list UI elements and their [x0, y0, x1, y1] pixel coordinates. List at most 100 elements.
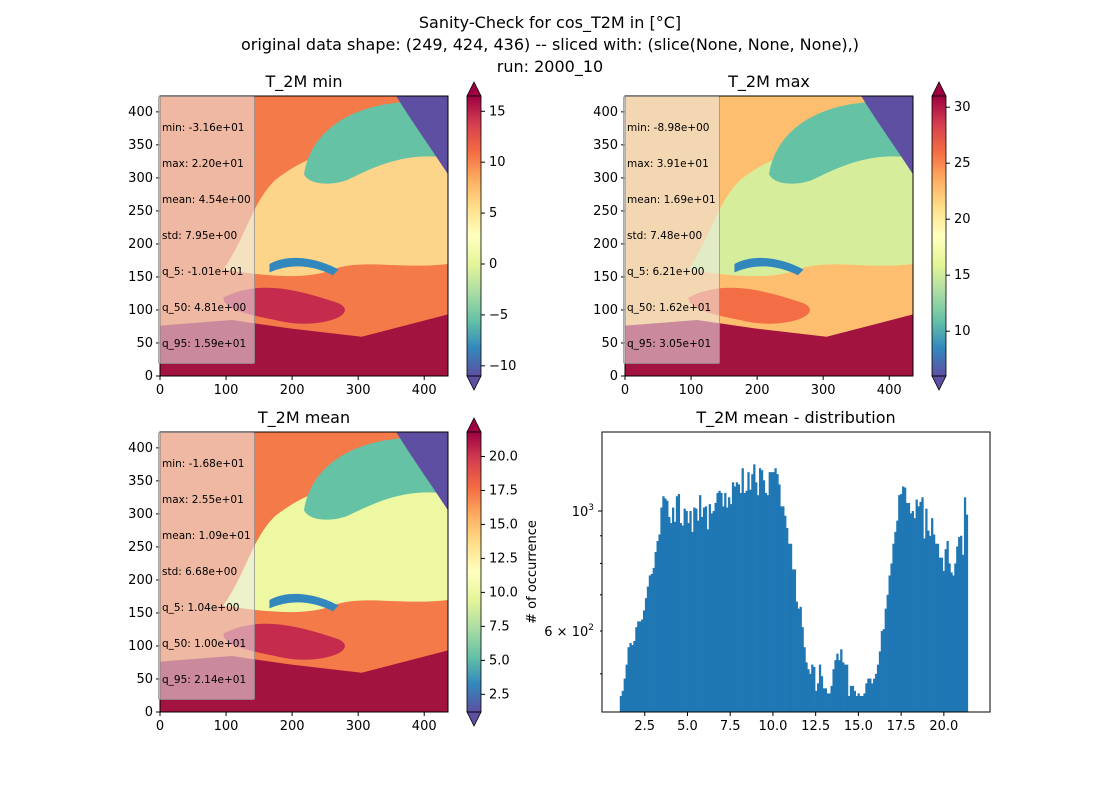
- histogram-bar: [828, 693, 831, 712]
- histogram-bar: [758, 468, 762, 712]
- histogram-bar: [919, 501, 922, 712]
- histogram-bar: [786, 528, 789, 712]
- histogram-bar: [716, 492, 719, 712]
- y-tick-label: 150: [593, 270, 618, 285]
- histogram-bar: [965, 514, 969, 712]
- histogram-bar: [619, 695, 623, 712]
- colorbar-gradient: [467, 432, 481, 712]
- histogram-bar: [646, 586, 650, 712]
- colorbar-min: −10 −5 0 5 10 15: [466, 81, 516, 391]
- x-tick-label: 100: [214, 383, 239, 398]
- histogram-bar: [963, 497, 967, 712]
- y-tick-label: 300: [593, 171, 618, 186]
- stats-box-min: min: -3.16e+01 max: 2.20e+01 mean: 4.54e…: [158, 96, 255, 364]
- x-tick-label: 200: [745, 383, 770, 398]
- histogram-bar: [913, 518, 916, 712]
- x-tick-label: 0: [156, 719, 164, 734]
- colorbar-tick-label: 15.0: [489, 517, 518, 532]
- histogram-bar: [631, 645, 634, 712]
- histogram-bar: [942, 570, 945, 712]
- stat-q50: q_50: 1.00e+01: [162, 638, 247, 650]
- histogram-bar: [749, 489, 752, 712]
- histogram-bar: [836, 653, 839, 712]
- histogram-bar: [851, 685, 855, 712]
- y-tick-label: 100: [128, 303, 153, 318]
- colorbar-frame: [466, 95, 482, 377]
- stat-min: min: -1.68e+01: [162, 458, 245, 470]
- colorbar-gradient: [467, 96, 481, 376]
- histogram-bar: [849, 685, 853, 712]
- y-tick-label: 0: [145, 369, 153, 384]
- histogram-bar: [693, 507, 696, 712]
- x-tick-label: 0: [621, 383, 629, 398]
- colorbar-tick-label: 5.0: [489, 653, 510, 668]
- histogram-bar: [637, 621, 640, 712]
- y-tick-label: 250: [593, 204, 618, 219]
- histogram-bar: [815, 690, 818, 712]
- histogram-bar: [714, 502, 717, 712]
- histogram-bar: [668, 516, 671, 712]
- histogram-bar: [915, 499, 918, 712]
- x-tick-label: 100: [214, 719, 239, 734]
- colorbar-extend-bottom: [466, 711, 482, 727]
- histogram-bar: [741, 468, 744, 712]
- histogram-bar: [869, 678, 872, 712]
- histogram-bar: [729, 504, 733, 712]
- stat-max: max: 2.20e+01: [162, 158, 244, 170]
- histogram-bar: [704, 506, 708, 712]
- histogram-bar: [811, 664, 814, 712]
- histogram-bar: [898, 495, 901, 712]
- histogram-bar: [671, 507, 675, 712]
- stat-std: std: 7.95e+00: [162, 230, 238, 242]
- histogram-bar: [702, 507, 706, 712]
- histogram-bar: [780, 506, 783, 712]
- heatmap-region-alps: [269, 593, 339, 612]
- x-tick-label: 17.5: [887, 719, 916, 734]
- stat-mean: mean: 4.54e+00: [162, 194, 251, 206]
- figure-title-line-3: run: 2000_10: [496, 57, 604, 76]
- histogram-bar: [844, 664, 847, 712]
- histogram-bar: [623, 678, 626, 712]
- histogram-bar: [782, 506, 785, 712]
- colorbar-tick-label: −10: [489, 359, 516, 374]
- histogram-bar: [911, 511, 914, 712]
- heatmap-region-europe: [688, 150, 913, 277]
- histogram-bar: [768, 472, 771, 712]
- stat-min: min: -3.16e+01: [162, 122, 245, 134]
- histogram-bar: [689, 511, 692, 712]
- y-tick-label: 50: [601, 336, 618, 351]
- colorbar-tick-label: 5: [489, 206, 497, 221]
- colorbar-tick-label: −5: [489, 308, 508, 323]
- histogram-bar: [946, 541, 949, 712]
- figure-title-line-1: Sanity-Check for cos_T2M in [°C]: [418, 13, 682, 32]
- colorbar-tick-label: 10.0: [489, 585, 518, 600]
- y-tick-label: 100: [593, 303, 618, 318]
- stat-mean: mean: 1.69e+01: [627, 194, 716, 206]
- histogram-bar: [932, 534, 936, 712]
- histogram-bar: [867, 678, 870, 712]
- x-tick-label: 20.0: [929, 719, 958, 734]
- histogram-bar: [635, 627, 638, 712]
- histogram-bar: [824, 688, 827, 712]
- x-tick-label: 300: [811, 383, 836, 398]
- histogram-bar: [842, 662, 845, 712]
- stats-box-mean: min: -1.68e+01 max: 2.55e+01 mean: 1.09e…: [158, 432, 255, 700]
- histogram-bar: [952, 575, 955, 712]
- histogram-bar: [832, 669, 835, 712]
- histogram-bar: [921, 497, 924, 712]
- panel-title-mean: T_2M mean: [257, 408, 351, 427]
- colorbar-tick-label: 15: [954, 268, 971, 283]
- x-tick-label: 100: [679, 383, 704, 398]
- stats-box-max: min: -8.98e+00 max: 3.91e+01 mean: 1.69e…: [623, 96, 720, 364]
- panel-title-min: T_2M min: [265, 72, 343, 91]
- histogram-bar: [726, 507, 729, 712]
- histogram-bar: [629, 643, 632, 712]
- histogram-panel: 2.5 5.0 7.5 10.0 12.5 15.0 17.5 20.0 103 6 × 102#…: [525, 431, 991, 734]
- histogram-bar: [905, 502, 909, 712]
- histogram-bar: [896, 520, 899, 712]
- histogram-bar: [934, 543, 938, 712]
- histogram-bar: [880, 631, 884, 712]
- histogram-bar: [876, 664, 880, 712]
- y-tick-label: 400: [128, 105, 153, 120]
- x-tick-label: 300: [346, 383, 371, 398]
